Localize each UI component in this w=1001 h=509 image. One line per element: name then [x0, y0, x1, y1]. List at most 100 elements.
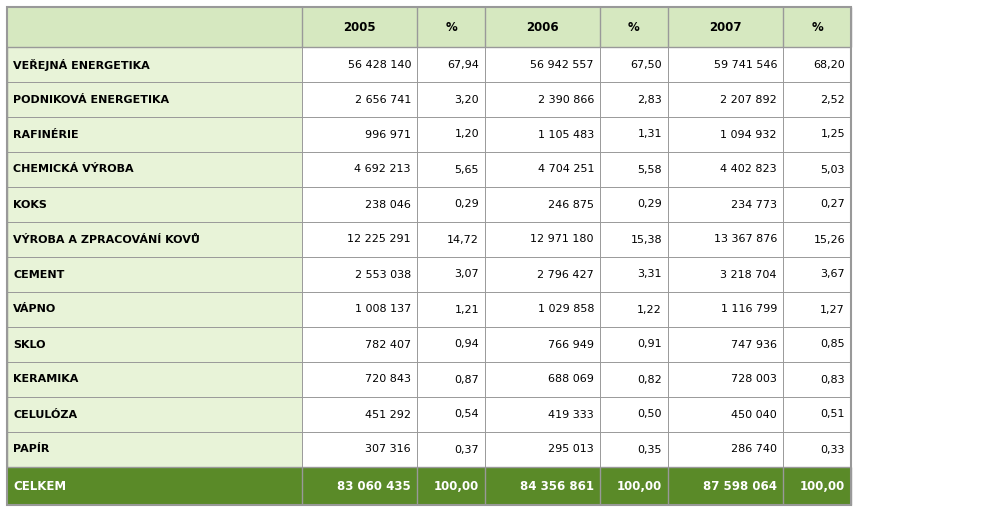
- Bar: [7, 7, 851, 505]
- Text: 782 407: 782 407: [365, 340, 411, 350]
- Text: RAFINÉRIE: RAFINÉRIE: [13, 129, 79, 139]
- Bar: [783, 432, 851, 467]
- Bar: [600, 47, 668, 82]
- Text: 0,83: 0,83: [821, 375, 845, 384]
- Bar: [668, 467, 783, 505]
- Bar: [668, 222, 783, 257]
- Text: VEŘEJNÁ ENERGETIKA: VEŘEJNÁ ENERGETIKA: [13, 59, 150, 71]
- Bar: [783, 327, 851, 362]
- Text: 996 971: 996 971: [365, 129, 411, 139]
- Text: 2005: 2005: [343, 20, 375, 34]
- Bar: [600, 467, 668, 505]
- Text: 5,03: 5,03: [821, 164, 845, 175]
- Text: 100,00: 100,00: [433, 479, 479, 493]
- Bar: [302, 467, 417, 505]
- Text: 5,58: 5,58: [638, 164, 662, 175]
- Bar: [485, 397, 600, 432]
- Text: 2,52: 2,52: [820, 95, 845, 104]
- Text: 0,27: 0,27: [820, 200, 845, 210]
- Bar: [417, 397, 485, 432]
- Text: KERAMIKA: KERAMIKA: [13, 375, 78, 384]
- Bar: [668, 292, 783, 327]
- Text: 2 390 866: 2 390 866: [538, 95, 594, 104]
- Text: %: %: [445, 20, 456, 34]
- Text: 0,37: 0,37: [454, 444, 479, 455]
- Bar: [7, 82, 302, 117]
- Text: 2006: 2006: [527, 20, 559, 34]
- Bar: [7, 47, 302, 82]
- Text: 5,65: 5,65: [454, 164, 479, 175]
- Text: 56 942 557: 56 942 557: [531, 60, 594, 70]
- Text: 295 013: 295 013: [549, 444, 594, 455]
- Text: 450 040: 450 040: [732, 410, 777, 419]
- Bar: [600, 222, 668, 257]
- Text: 1,27: 1,27: [820, 304, 845, 315]
- Text: 0,94: 0,94: [454, 340, 479, 350]
- Bar: [7, 362, 302, 397]
- Text: VÁPNO: VÁPNO: [13, 304, 56, 315]
- Bar: [783, 47, 851, 82]
- Bar: [7, 257, 302, 292]
- Bar: [783, 117, 851, 152]
- Bar: [485, 362, 600, 397]
- Bar: [600, 397, 668, 432]
- Text: 419 333: 419 333: [549, 410, 594, 419]
- Bar: [668, 362, 783, 397]
- Text: 1 029 858: 1 029 858: [538, 304, 594, 315]
- Bar: [668, 432, 783, 467]
- Text: KOKS: KOKS: [13, 200, 47, 210]
- Bar: [783, 467, 851, 505]
- Bar: [600, 432, 668, 467]
- Bar: [783, 187, 851, 222]
- Bar: [7, 222, 302, 257]
- Text: PAPÍR: PAPÍR: [13, 444, 49, 455]
- Bar: [417, 7, 485, 47]
- Bar: [417, 327, 485, 362]
- Text: CEMENT: CEMENT: [13, 269, 64, 279]
- Text: 100,00: 100,00: [800, 479, 845, 493]
- Bar: [600, 292, 668, 327]
- Bar: [417, 362, 485, 397]
- Bar: [668, 7, 783, 47]
- Text: 234 773: 234 773: [731, 200, 777, 210]
- Bar: [783, 222, 851, 257]
- Text: VÝROBA A ZPRACOVÁNÍ KOVŮ: VÝROBA A ZPRACOVÁNÍ KOVŮ: [13, 235, 200, 244]
- Text: 1,31: 1,31: [638, 129, 662, 139]
- Bar: [7, 117, 302, 152]
- Text: 0,50: 0,50: [638, 410, 662, 419]
- Bar: [668, 82, 783, 117]
- Text: 1 116 799: 1 116 799: [721, 304, 777, 315]
- Bar: [783, 82, 851, 117]
- Text: CELULÓZA: CELULÓZA: [13, 410, 77, 419]
- Text: 0,29: 0,29: [638, 200, 662, 210]
- Text: 3,07: 3,07: [454, 269, 479, 279]
- Text: 766 949: 766 949: [548, 340, 594, 350]
- Text: 728 003: 728 003: [731, 375, 777, 384]
- Bar: [600, 82, 668, 117]
- Text: %: %: [628, 20, 640, 34]
- Text: 67,50: 67,50: [631, 60, 662, 70]
- Text: 3 218 704: 3 218 704: [721, 269, 777, 279]
- Bar: [600, 7, 668, 47]
- Bar: [485, 117, 600, 152]
- Bar: [7, 397, 302, 432]
- Text: 2 207 892: 2 207 892: [721, 95, 777, 104]
- Bar: [783, 257, 851, 292]
- Bar: [485, 327, 600, 362]
- Bar: [302, 397, 417, 432]
- Bar: [783, 7, 851, 47]
- Text: 747 936: 747 936: [731, 340, 777, 350]
- Text: 2007: 2007: [710, 20, 742, 34]
- Bar: [485, 257, 600, 292]
- Bar: [7, 7, 302, 47]
- Bar: [600, 362, 668, 397]
- Bar: [417, 222, 485, 257]
- Text: 1 105 483: 1 105 483: [538, 129, 594, 139]
- Text: 3,20: 3,20: [454, 95, 479, 104]
- Bar: [7, 432, 302, 467]
- Bar: [7, 187, 302, 222]
- Bar: [7, 292, 302, 327]
- Bar: [783, 152, 851, 187]
- Bar: [417, 432, 485, 467]
- Text: 307 316: 307 316: [365, 444, 411, 455]
